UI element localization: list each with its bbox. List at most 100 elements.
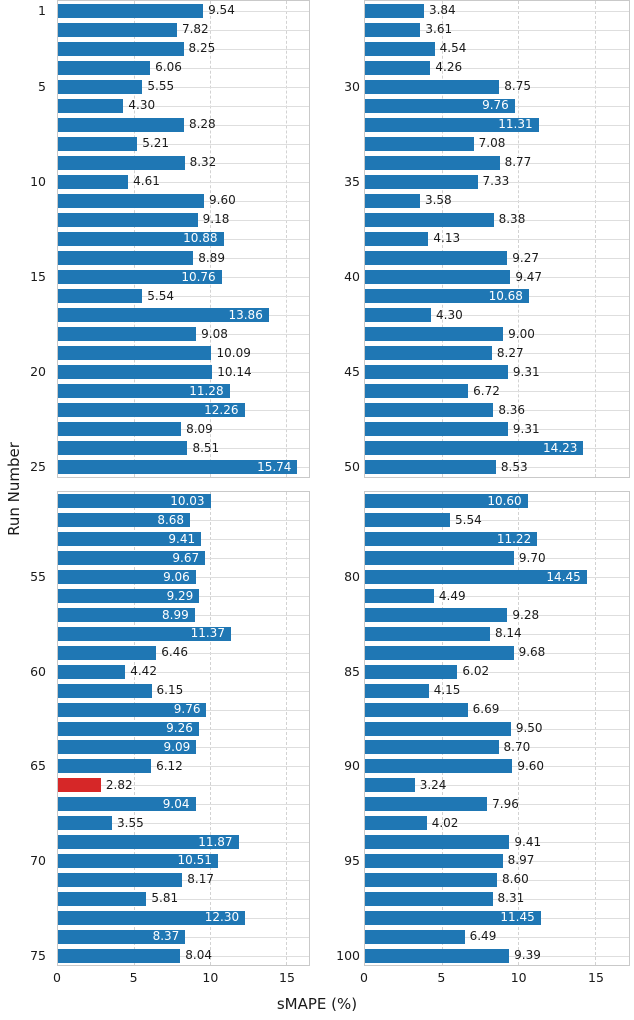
bar-value-label: 9.70: [518, 550, 546, 565]
bar-value-label: 9.00: [508, 326, 535, 341]
bar-run-91: [365, 778, 415, 793]
bar-run-65: [58, 759, 152, 774]
gridline-horizontal: [365, 410, 629, 412]
bar-value-label: 4.26: [435, 60, 463, 75]
bar-value-label: 4.13: [433, 231, 461, 246]
bar-run-39: [365, 251, 508, 266]
gridline-horizontal: [365, 596, 629, 598]
gridline-horizontal: [58, 879, 309, 881]
bar-run-48: [365, 422, 508, 437]
bar-run-88: [365, 721, 511, 736]
bar-run-26: [365, 3, 424, 18]
bar-run-51: [58, 494, 211, 509]
bar-value-label: 6.49: [469, 929, 497, 944]
bar-run-67: [58, 797, 196, 812]
bar-value-label: 9.31: [512, 364, 540, 379]
y-tick-label: 95: [344, 852, 360, 868]
gridline-horizontal: [365, 219, 629, 221]
bar-run-74: [58, 929, 186, 944]
bar-value-label: 8.25: [188, 41, 216, 56]
bar-run-98: [365, 910, 541, 925]
bar-value-label: 8.32: [189, 155, 217, 170]
bar-value-label: 11.45: [500, 910, 535, 925]
gridline-horizontal: [58, 785, 309, 787]
bar-run-89: [365, 740, 499, 755]
bar-value-label: 8.36: [498, 402, 526, 417]
panel-plot-area: 10.60 5.54 11.22 9.70 14.45 4.49 9.28 8.14 9.68 6…: [365, 492, 629, 965]
gridline-horizontal: [365, 467, 629, 469]
y-tick-label: 80: [344, 569, 360, 585]
bar-value-label: 11.22: [496, 531, 532, 546]
bar-run-94: [365, 835, 510, 850]
y-tick-label: 90: [344, 758, 360, 774]
bar-value-label: 8.14: [494, 626, 522, 641]
gridline-horizontal: [58, 296, 309, 298]
gridline-horizontal: [365, 353, 629, 355]
bar-run-35: [365, 174, 478, 189]
gridline-horizontal: [365, 391, 629, 393]
bar-value-label: 9.60: [517, 758, 545, 773]
bar-value-label: 5.21: [142, 136, 169, 151]
gridline-horizontal: [58, 690, 309, 692]
bar-run-80: [365, 570, 587, 585]
bar-value-label: 3.61: [425, 22, 453, 37]
bar-run-29: [365, 60, 431, 75]
gridline-horizontal: [58, 105, 309, 107]
y-tick-label: 70: [30, 852, 46, 868]
bar-value-label: 13.86: [228, 307, 263, 322]
bar-value-label: 14.23: [543, 440, 578, 455]
bar-value-label: 8.89: [198, 250, 225, 265]
bar-value-label: 4.42: [130, 664, 157, 679]
x-tick-label: 5: [437, 970, 446, 985]
bar-value-label: 10.51: [177, 853, 212, 868]
bar-run-84: [365, 645, 514, 660]
gridline-horizontal: [58, 67, 309, 69]
bar-value-label: 8.70: [503, 739, 531, 754]
y-tick-label: 30: [344, 78, 360, 94]
bar-run-60: [58, 664, 126, 679]
bar-run-31: [365, 98, 515, 113]
bar-run-59: [58, 645, 157, 660]
bar-run-90: [365, 759, 513, 774]
x-tick-label: 0: [360, 970, 368, 985]
gridline-horizontal: [365, 181, 629, 183]
bar-run-8: [58, 136, 138, 151]
bar-value-label: 3.24: [419, 777, 447, 792]
bar-run-87: [365, 702, 468, 717]
bar-value-label: 7.08: [478, 136, 506, 151]
bar-value-label: 7.33: [482, 174, 510, 189]
bar-value-label: 4.15: [433, 683, 461, 698]
y-tick-label: 40: [344, 269, 360, 285]
x-tick-label: 15: [279, 970, 295, 985]
bar-run-49: [365, 441, 584, 456]
gridline-horizontal: [365, 633, 629, 635]
bar-value-label: 10.76: [181, 269, 216, 284]
bar-run-73: [58, 910, 246, 925]
x-tick-label: 15: [588, 970, 604, 985]
bar-run-21: [58, 384, 230, 399]
bar-run-4: [58, 60, 151, 75]
bar-value-label: 4.54: [439, 41, 467, 56]
gridline-horizontal: [58, 898, 309, 900]
bar-value-label: 8.31: [497, 891, 525, 906]
gridline-horizontal: [365, 29, 629, 31]
gridline-horizontal: [365, 879, 629, 881]
bar-value-label: 6.15: [156, 683, 184, 698]
gridline-horizontal: [365, 67, 629, 69]
bar-value-label: 9.54: [208, 3, 235, 17]
gridline-horizontal: [365, 709, 629, 711]
bar-run-64: [58, 740, 197, 755]
bar-run-99: [365, 929, 465, 944]
gridline-horizontal: [58, 181, 309, 183]
bar-run-92: [365, 797, 488, 812]
bar-value-label: 8.37: [152, 929, 180, 944]
y-tick-label: 45: [344, 364, 360, 380]
gridline-horizontal: [365, 200, 629, 202]
bar-value-label: 4.30: [436, 307, 463, 322]
gridline-horizontal: [58, 143, 309, 145]
x-axis-label: sMAPE (%): [276, 995, 358, 1013]
gridline-horizontal: [365, 936, 629, 938]
gridline-horizontal: [365, 671, 629, 673]
bar-run-40: [365, 270, 511, 285]
bar-value-label: 9.67: [172, 550, 200, 565]
